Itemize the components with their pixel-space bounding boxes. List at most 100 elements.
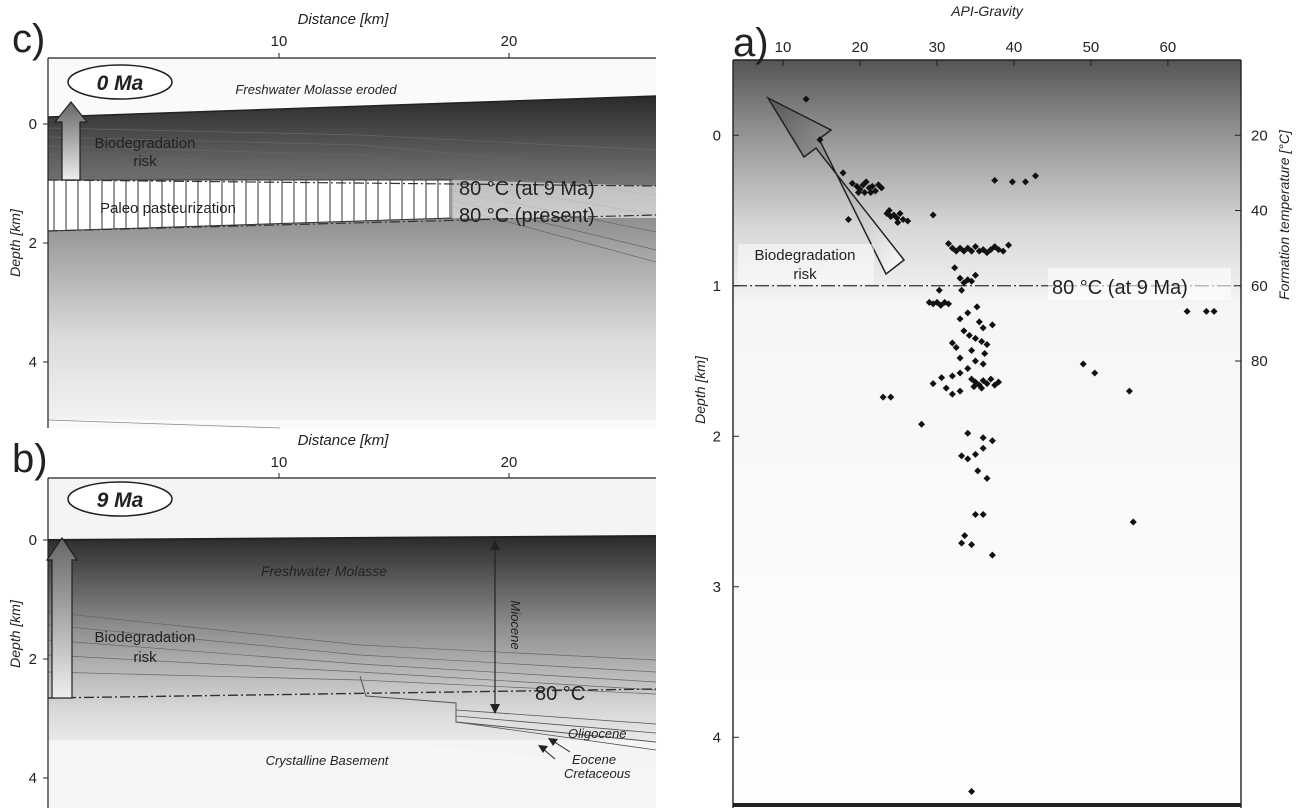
y2-tick-label-80: 80: [1251, 353, 1268, 370]
x-tick-label-10: 10: [775, 39, 792, 56]
data-point: [1031, 172, 1039, 180]
data-point: [896, 210, 904, 218]
data-point: [878, 184, 886, 192]
data-point: [964, 365, 972, 373]
data-point: [887, 393, 895, 401]
data-point: [960, 327, 968, 335]
panel-c-age-label: 0 Ma: [97, 72, 144, 95]
panel-b-xtick-label-20: 20: [501, 454, 518, 471]
data-point: [952, 343, 960, 351]
data-point: [1079, 360, 1087, 368]
data-point: [956, 354, 964, 362]
panel-c-biodegradation-arrow: [53, 101, 89, 181]
panel-c-iso-present-label: 80 °C (present): [459, 205, 595, 227]
panel-b-oligocene-label: Oligocene: [568, 726, 627, 741]
panel-c-xtick-label-20: 20: [501, 33, 518, 50]
panel-b-ytick-label-0: 0: [29, 532, 37, 549]
data-point: [854, 188, 862, 196]
panel-c-risk-label-2: risk: [133, 153, 157, 170]
panel-b: b) Distance [km] 10 20 0 2 4 Depth [km] …: [7, 432, 657, 808]
panel-b-ytick-label-2: 2: [29, 651, 37, 668]
data-point: [893, 214, 901, 222]
panel-a-risk-label-2: risk: [793, 266, 817, 283]
data-point: [964, 455, 972, 463]
data-point: [904, 217, 912, 225]
data-point: [1125, 387, 1133, 395]
panel-b-ytick-label-4: 4: [29, 770, 37, 787]
data-point: [968, 277, 976, 285]
data-point: [979, 360, 987, 368]
data-point: [894, 219, 902, 227]
panel-c-iso-9ma-label: 80 °C (at 9 Ma): [459, 178, 595, 200]
panel-b-miocene-label: Miocene: [508, 600, 523, 649]
data-point: [867, 188, 875, 196]
panel-a-background: [733, 60, 1241, 808]
y2-tick-label-20: 20: [1251, 127, 1268, 144]
data-point: [978, 337, 986, 345]
y-tick-label-2: 2: [713, 428, 721, 445]
data-point: [956, 387, 964, 395]
data-point: [861, 188, 869, 196]
data-point: [948, 372, 956, 380]
panel-b-deep-layers: [455, 709, 657, 751]
panel-a-xlabel: API-Gravity: [950, 3, 1024, 19]
iso-80-at-9ma-line: [47, 179, 657, 187]
data-point: [995, 378, 1003, 386]
data-point: [1210, 307, 1218, 315]
panel-c-layer-lines: [47, 127, 657, 263]
data-point: [971, 450, 979, 458]
panel-b-age-label: 9 Ma: [97, 489, 144, 512]
panel-a-scatter-points: [802, 95, 1218, 795]
pasteurization-label-area: [452, 180, 656, 218]
y-tick-label-4: 4: [713, 729, 721, 746]
data-point: [956, 315, 964, 323]
data-point: [938, 374, 946, 382]
data-point: [975, 318, 983, 326]
data-point: [1202, 307, 1210, 315]
data-point: [991, 176, 999, 184]
data-point: [942, 384, 950, 392]
panel-a-chart: 10 20 30 40 50 60 0 1 2 3 4 20 40 60 80 80 °C (at 9 …: [692, 3, 1292, 808]
panel-c-ytick-label-4: 4: [29, 354, 37, 371]
data-point: [956, 274, 964, 282]
panel-c-ytick-label-2: 2: [29, 235, 37, 252]
data-point: [988, 437, 996, 445]
panel-c-risk-label-1: Biodegradation: [95, 135, 196, 152]
data-point: [1183, 307, 1191, 315]
x-tick-label-60: 60: [1160, 39, 1177, 56]
panel-c-ylabel: Depth [km]: [7, 208, 23, 277]
cretaceous-pointer-head: [538, 745, 548, 753]
data-point: [968, 247, 976, 255]
panel-b-sediment-fill: [48, 536, 656, 740]
data-point: [971, 271, 979, 279]
data-point: [929, 380, 937, 388]
eocene-pointer-head: [548, 738, 558, 746]
panel-c-sediment-fill: [48, 96, 656, 420]
y-tick-label-0: 0: [713, 127, 721, 144]
panel-a-iso-label-bg: [1048, 268, 1231, 300]
data-point: [971, 511, 979, 519]
data-point: [802, 95, 810, 103]
panel-b-surface-line: [47, 535, 657, 541]
data-point: [958, 452, 966, 460]
data-point: [988, 321, 996, 329]
data-point: [868, 182, 876, 190]
y-tick-label-3: 3: [713, 579, 721, 596]
data-point: [956, 369, 964, 377]
data-point: [971, 243, 979, 251]
panel-b-ylabel: Depth [km]: [7, 599, 23, 668]
data-point: [970, 383, 978, 391]
panel-b-risk-label-1: Biodegradation: [95, 629, 196, 646]
data-point: [1091, 369, 1099, 377]
panel-b-iso-label: 80 °C: [535, 683, 585, 705]
data-point: [971, 357, 979, 365]
data-point: [973, 303, 981, 311]
x-tick-label-40: 40: [1006, 39, 1023, 56]
panel-c-ytick-label-0: 0: [29, 116, 37, 133]
panel-c-basement-line: [47, 419, 281, 429]
data-point: [983, 474, 991, 482]
panel-b-iso-80-line: [47, 688, 657, 699]
data-point: [964, 429, 972, 437]
data-point: [816, 136, 824, 144]
